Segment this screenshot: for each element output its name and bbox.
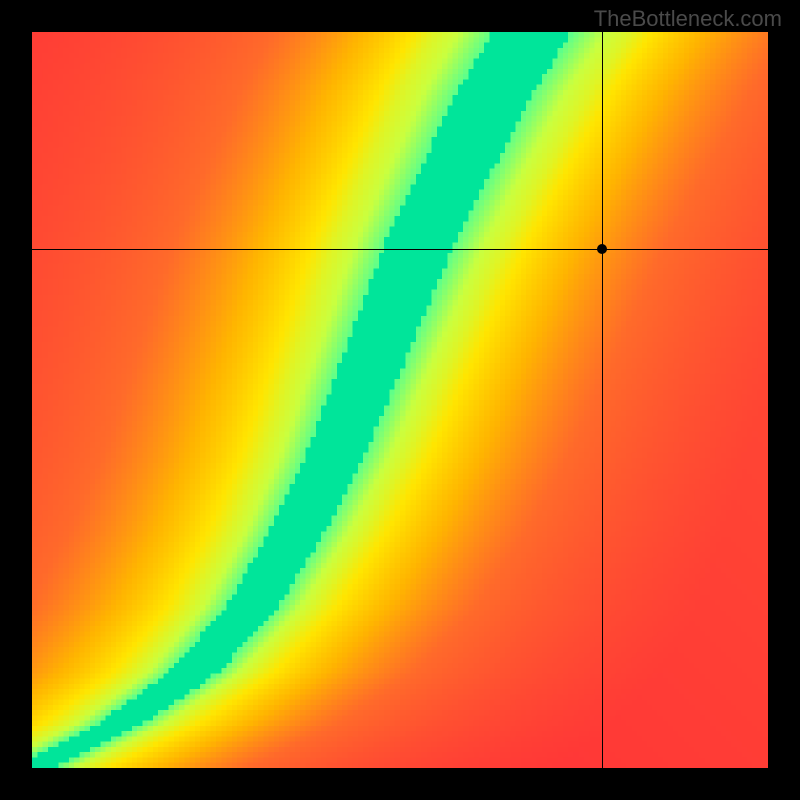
heatmap-plot: [32, 32, 768, 768]
heatmap-canvas: [32, 32, 768, 768]
crosshair-horizontal: [32, 249, 768, 250]
crosshair-vertical: [602, 32, 603, 768]
watermark-text: TheBottleneck.com: [594, 6, 782, 32]
crosshair-marker: [597, 244, 607, 254]
